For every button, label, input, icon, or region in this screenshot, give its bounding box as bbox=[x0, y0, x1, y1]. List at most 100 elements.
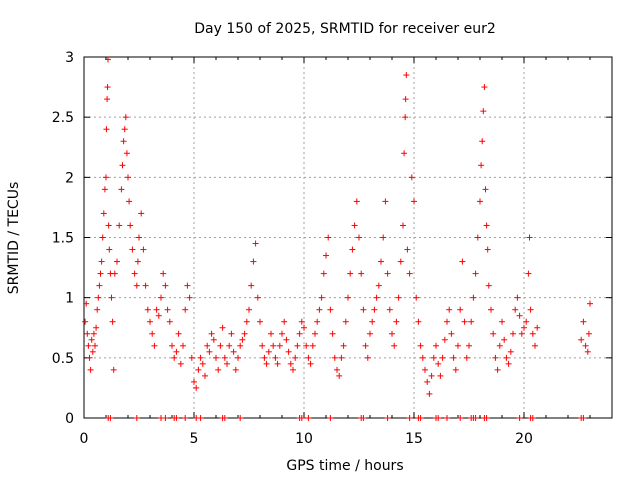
data-point-zero bbox=[360, 415, 367, 421]
data-point bbox=[129, 246, 136, 253]
data-point bbox=[316, 306, 323, 313]
data-point bbox=[585, 330, 592, 337]
data-point bbox=[314, 318, 321, 325]
data-point bbox=[136, 234, 142, 241]
data-point bbox=[259, 342, 266, 349]
data-point bbox=[369, 318, 376, 325]
data-point bbox=[215, 366, 222, 373]
data-point bbox=[411, 198, 417, 205]
data-point bbox=[360, 306, 367, 313]
data-point bbox=[305, 354, 312, 361]
data-point bbox=[312, 330, 318, 337]
data-point bbox=[358, 270, 365, 277]
data-point bbox=[119, 162, 126, 169]
data-point-zero bbox=[162, 415, 169, 421]
x-axis-ticks: 0 5 10 15 20 bbox=[80, 57, 613, 447]
data-point bbox=[89, 348, 96, 355]
data-point bbox=[281, 318, 288, 325]
data-point bbox=[353, 198, 360, 205]
x-tick-label: 10 bbox=[295, 431, 313, 447]
data-point bbox=[371, 306, 378, 313]
data-point bbox=[261, 354, 268, 361]
data-point bbox=[298, 318, 305, 325]
data-point bbox=[477, 198, 483, 205]
data-point bbox=[422, 366, 428, 373]
data-point bbox=[525, 270, 532, 277]
data-point bbox=[252, 240, 259, 247]
data-point bbox=[578, 336, 585, 343]
data-point bbox=[106, 246, 113, 253]
data-point-zero bbox=[182, 415, 189, 421]
data-point bbox=[241, 330, 248, 337]
x-tick-label: 0 bbox=[80, 431, 89, 447]
data-point bbox=[94, 306, 101, 313]
data-point bbox=[92, 342, 98, 349]
data-point bbox=[459, 258, 466, 265]
data-point bbox=[180, 342, 186, 349]
data-point bbox=[96, 282, 103, 289]
data-point bbox=[514, 294, 521, 301]
x-axis-label: GPS time / hours bbox=[286, 458, 403, 474]
data-point bbox=[239, 336, 246, 343]
data-point bbox=[448, 330, 455, 337]
data-point bbox=[474, 234, 481, 241]
data-point bbox=[219, 324, 226, 331]
data-point bbox=[134, 258, 141, 265]
data-point bbox=[391, 342, 398, 349]
data-point bbox=[484, 246, 491, 253]
data-point bbox=[503, 354, 510, 361]
y-axis-label: SRMTID / TECUs bbox=[6, 182, 22, 295]
data-point bbox=[93, 324, 100, 331]
data-point bbox=[435, 360, 442, 367]
data-point bbox=[182, 306, 189, 313]
data-point bbox=[83, 300, 90, 307]
data-point bbox=[228, 330, 235, 337]
data-point bbox=[349, 246, 356, 253]
data-point bbox=[250, 258, 257, 265]
data-point bbox=[345, 294, 351, 301]
data-point bbox=[118, 186, 125, 193]
data-point bbox=[384, 270, 391, 277]
data-point bbox=[338, 354, 345, 361]
data-point-zero bbox=[406, 415, 413, 421]
data-point bbox=[285, 348, 292, 355]
data-point-zero bbox=[107, 415, 114, 421]
data-point bbox=[197, 354, 204, 361]
data-point bbox=[186, 294, 193, 301]
data-point bbox=[393, 318, 400, 325]
data-point bbox=[204, 342, 211, 349]
data-point bbox=[532, 342, 538, 349]
data-point bbox=[84, 330, 91, 337]
data-point bbox=[426, 390, 433, 397]
data-point bbox=[88, 336, 95, 343]
data-point-zero bbox=[472, 415, 479, 421]
data-point bbox=[109, 318, 116, 325]
data-point bbox=[364, 354, 371, 361]
chart-title: Day 150 of 2025, SRMTID for receiver eur… bbox=[194, 21, 496, 37]
data-point bbox=[307, 360, 314, 367]
data-point bbox=[403, 72, 410, 79]
data-point bbox=[472, 270, 479, 277]
data-point bbox=[526, 234, 533, 241]
data-point bbox=[455, 342, 461, 349]
data-point bbox=[98, 258, 105, 265]
data-point-zero bbox=[133, 415, 140, 421]
data-point bbox=[430, 354, 437, 361]
data-point bbox=[138, 210, 145, 217]
data-point bbox=[331, 354, 338, 361]
data-point bbox=[481, 84, 488, 91]
data-point-zero bbox=[327, 415, 334, 421]
data-point bbox=[378, 258, 384, 265]
data-point bbox=[401, 150, 408, 157]
data-point bbox=[386, 306, 393, 313]
data-point bbox=[131, 270, 138, 277]
y-axis-ticks: 0 0.5 1 1.5 2 2.5 3 bbox=[52, 50, 612, 427]
data-point bbox=[283, 336, 290, 343]
x-tick-label: 15 bbox=[405, 431, 423, 447]
data-point bbox=[232, 366, 239, 373]
data-point bbox=[123, 150, 130, 157]
data-point bbox=[171, 354, 178, 361]
data-point-zero bbox=[237, 415, 244, 421]
data-point bbox=[395, 294, 402, 301]
